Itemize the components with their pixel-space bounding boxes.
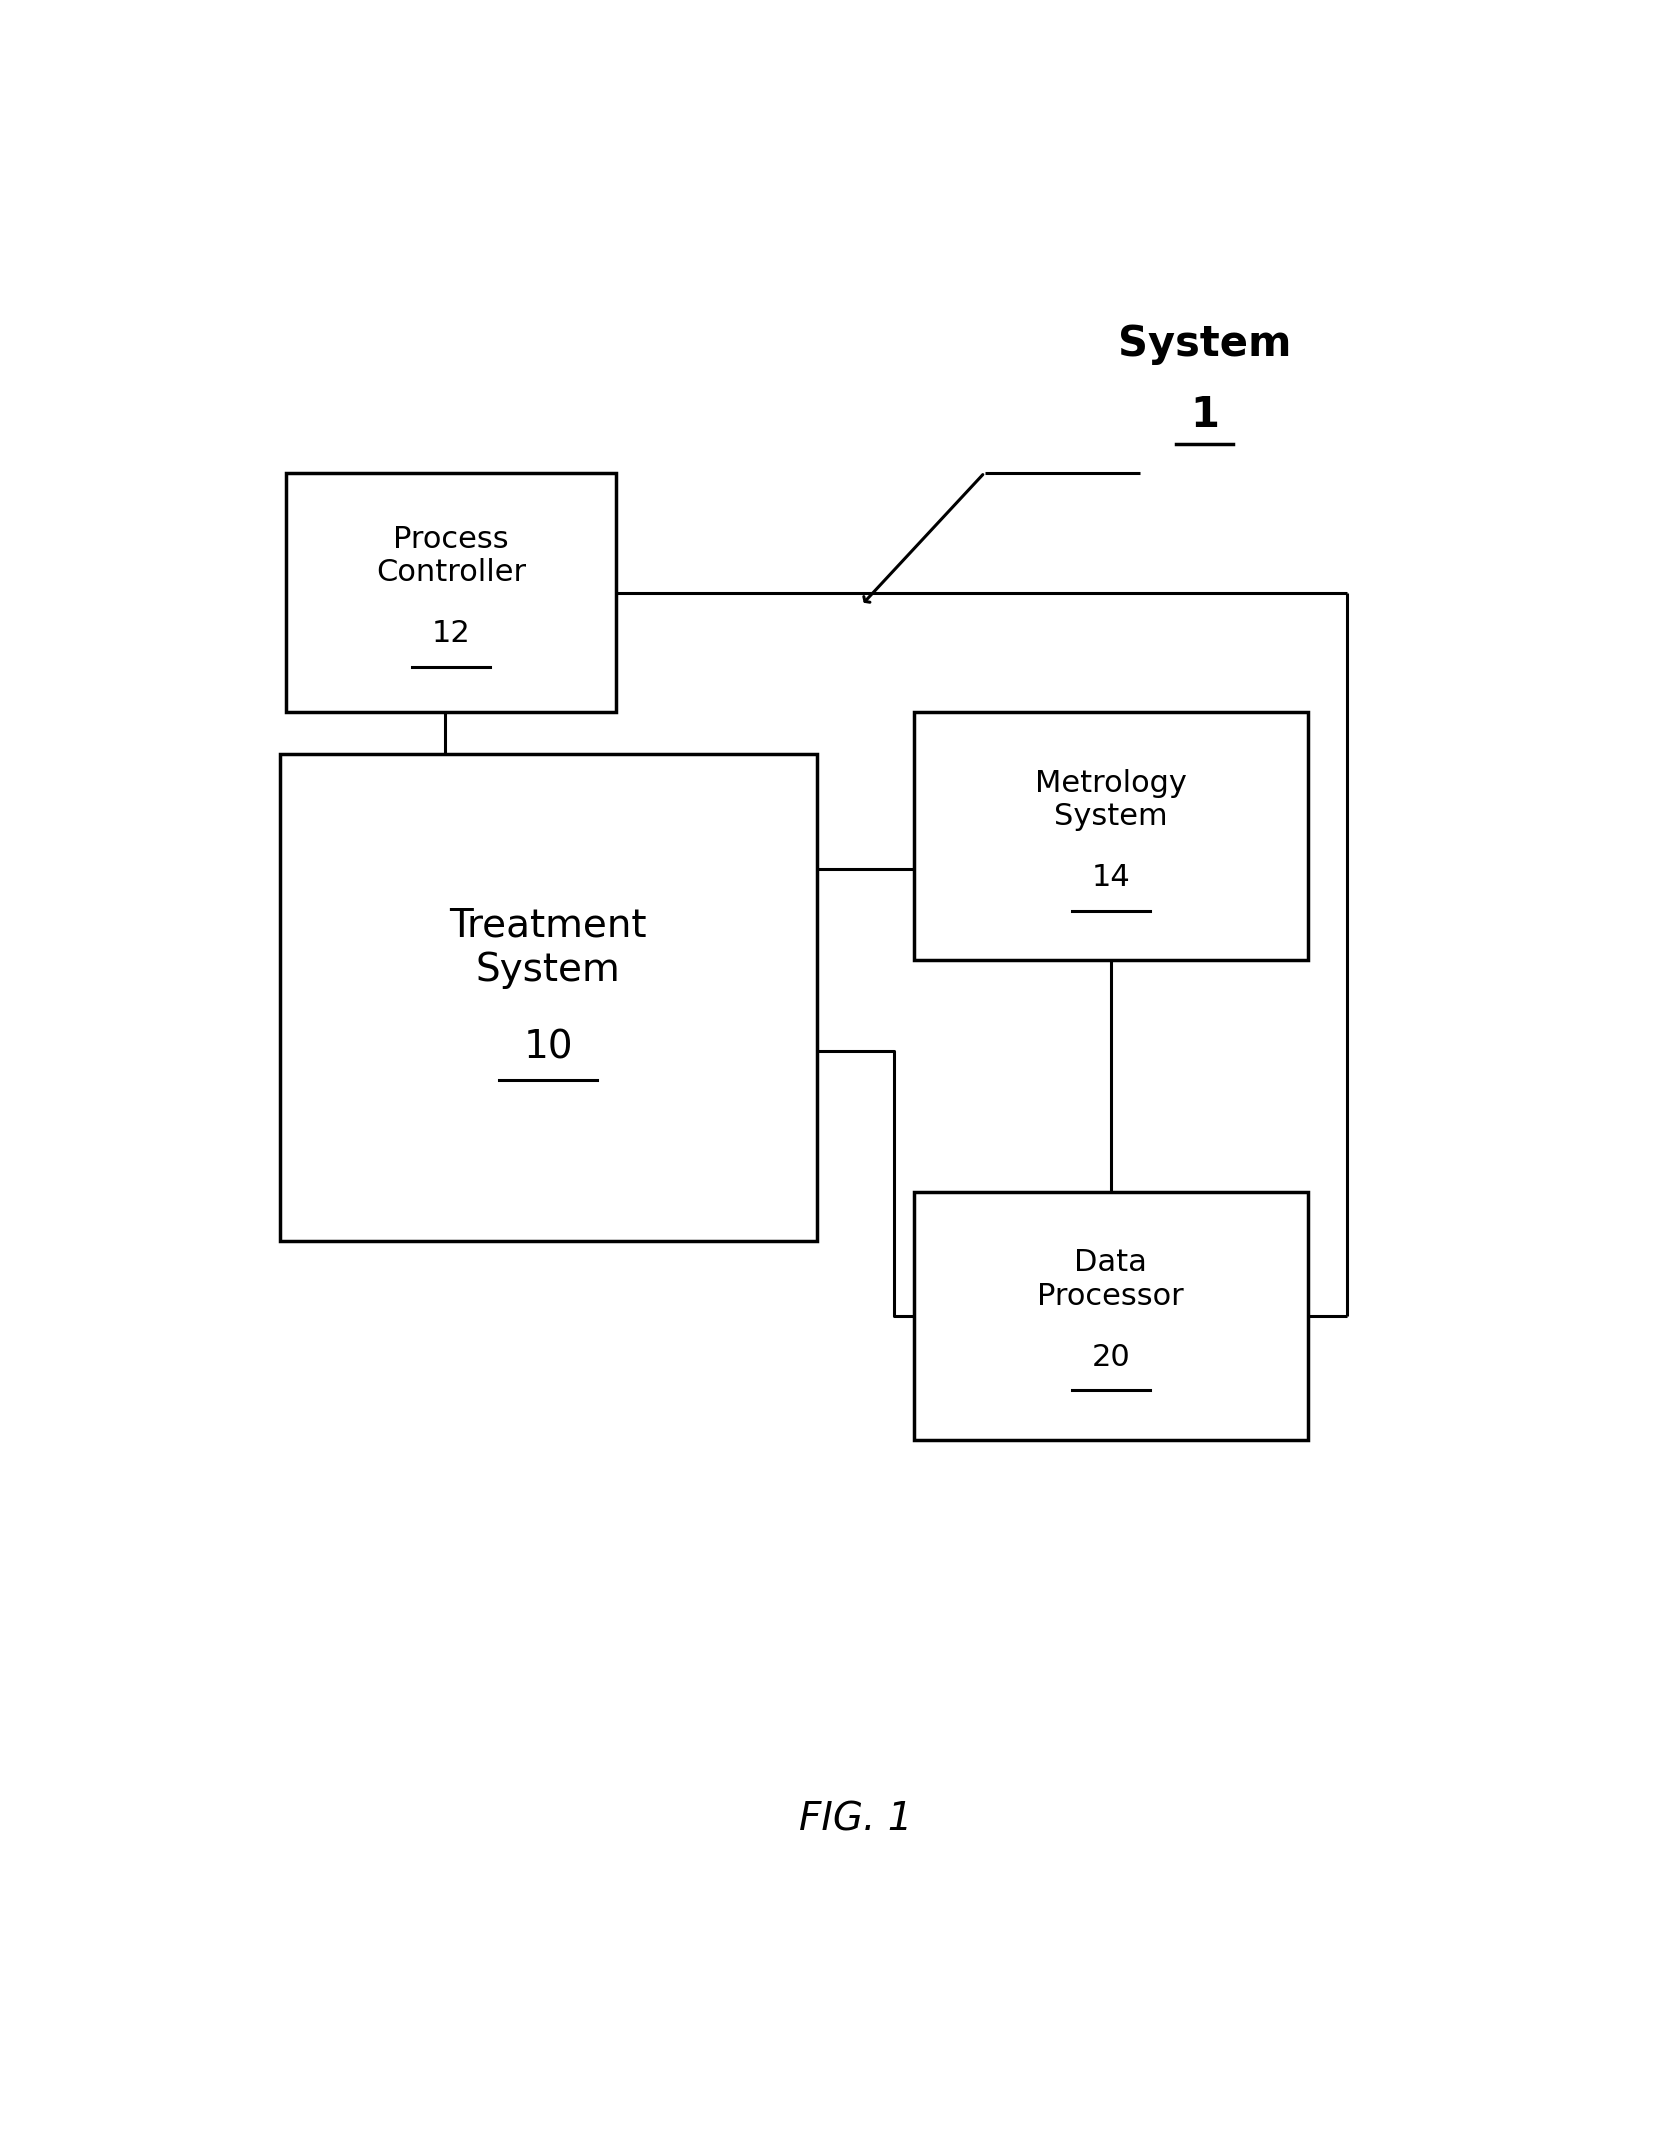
Bar (287, 472, 616, 713)
Text: Data
Processor: Data Processor (1038, 1247, 1185, 1310)
Text: 1: 1 (1190, 393, 1218, 436)
Text: 14: 14 (1092, 863, 1130, 893)
Bar (913, 713, 1308, 960)
Text: 10: 10 (524, 1028, 572, 1067)
Text: Treatment
System: Treatment System (449, 906, 648, 990)
Text: Metrology
System: Metrology System (1035, 769, 1187, 831)
Text: 20: 20 (1092, 1342, 1130, 1372)
Text: 12: 12 (432, 618, 471, 648)
Text: Process
Controller: Process Controller (376, 524, 526, 588)
Bar (913, 1192, 1308, 1441)
Bar (280, 754, 816, 1241)
Text: System: System (1118, 322, 1292, 365)
Text: FIG. 1: FIG. 1 (798, 1801, 913, 1838)
